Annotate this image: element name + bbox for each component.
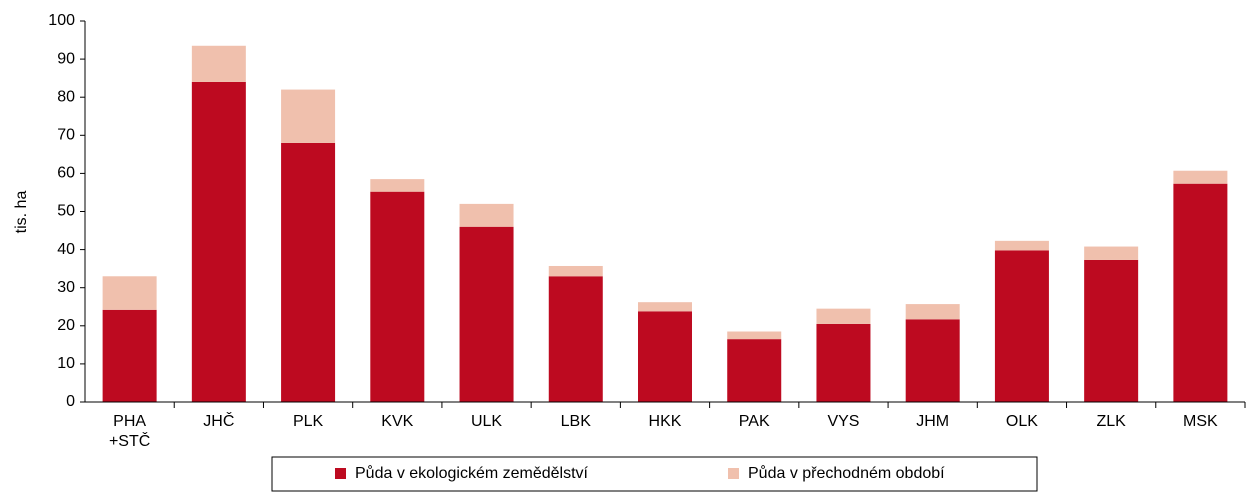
bar-segment: [102, 309, 157, 402]
bar-segment: [1084, 259, 1139, 402]
bar-segment: [459, 203, 514, 227]
y-tick-label: 0: [66, 393, 75, 410]
bar-segment: [905, 304, 960, 320]
y-tick-label: 20: [57, 317, 75, 334]
legend-label: Půda v přechodném období: [748, 464, 945, 482]
x-tick-label: PHA +STČ: [108, 413, 151, 450]
y-tick-label: 80: [57, 88, 75, 105]
y-tick-label: 90: [57, 50, 75, 67]
legend-label: Půda v ekologickém zemědělství: [355, 464, 589, 482]
y-tick-label: 10: [57, 355, 75, 372]
bar-segment: [816, 308, 871, 324]
bar-segment: [727, 339, 782, 402]
bar-segment: [905, 319, 960, 402]
legend-swatch: [728, 468, 739, 479]
x-tick-label: ZLK: [1096, 413, 1126, 430]
bar-segment: [459, 226, 514, 402]
bar-segment: [370, 191, 425, 402]
y-tick-label: 30: [57, 279, 75, 296]
x-tick-label: MSK: [1183, 413, 1218, 430]
y-tick-label: 60: [57, 165, 75, 182]
legend-swatch: [335, 468, 346, 479]
y-axis-label: tis. ha: [13, 191, 30, 234]
x-tick-label: OLK: [1005, 413, 1038, 430]
bar-segment: [102, 276, 157, 310]
bar-segment: [1173, 183, 1228, 402]
x-tick-label: JHČ: [203, 413, 235, 430]
bar-segment: [370, 179, 425, 192]
bar-segment: [638, 302, 692, 312]
y-tick-label: 50: [57, 203, 75, 220]
x-tick-label: HKK: [648, 413, 682, 430]
y-tick-label: 100: [48, 12, 75, 29]
y-tick-label: 40: [57, 241, 75, 258]
bar-segment: [191, 45, 246, 82]
x-tick-label: PLK: [292, 413, 324, 430]
bar-segment: [191, 81, 246, 403]
bar-segment: [1173, 170, 1228, 184]
bar-segment: [994, 250, 1049, 402]
bar-segment: [281, 89, 336, 143]
bar-segment: [281, 142, 336, 403]
x-tick-label: ULK: [470, 413, 503, 430]
legend-box: [271, 456, 1038, 492]
y-tick-label: 70: [57, 127, 75, 144]
bar-segment: [548, 276, 603, 402]
x-tick-label: PAK: [738, 413, 770, 430]
x-tick-label: LBK: [560, 413, 591, 430]
bar-segment: [1084, 246, 1139, 260]
bar-segment: [816, 323, 871, 402]
x-tick-label: VYS: [827, 413, 860, 430]
x-tick-label: JHM: [916, 413, 950, 430]
bar-segment: [727, 331, 782, 340]
bar-segment: [994, 240, 1049, 251]
bar-segment: [548, 265, 603, 277]
x-tick-label: KVK: [381, 413, 414, 430]
bar-segment: [638, 311, 692, 402]
